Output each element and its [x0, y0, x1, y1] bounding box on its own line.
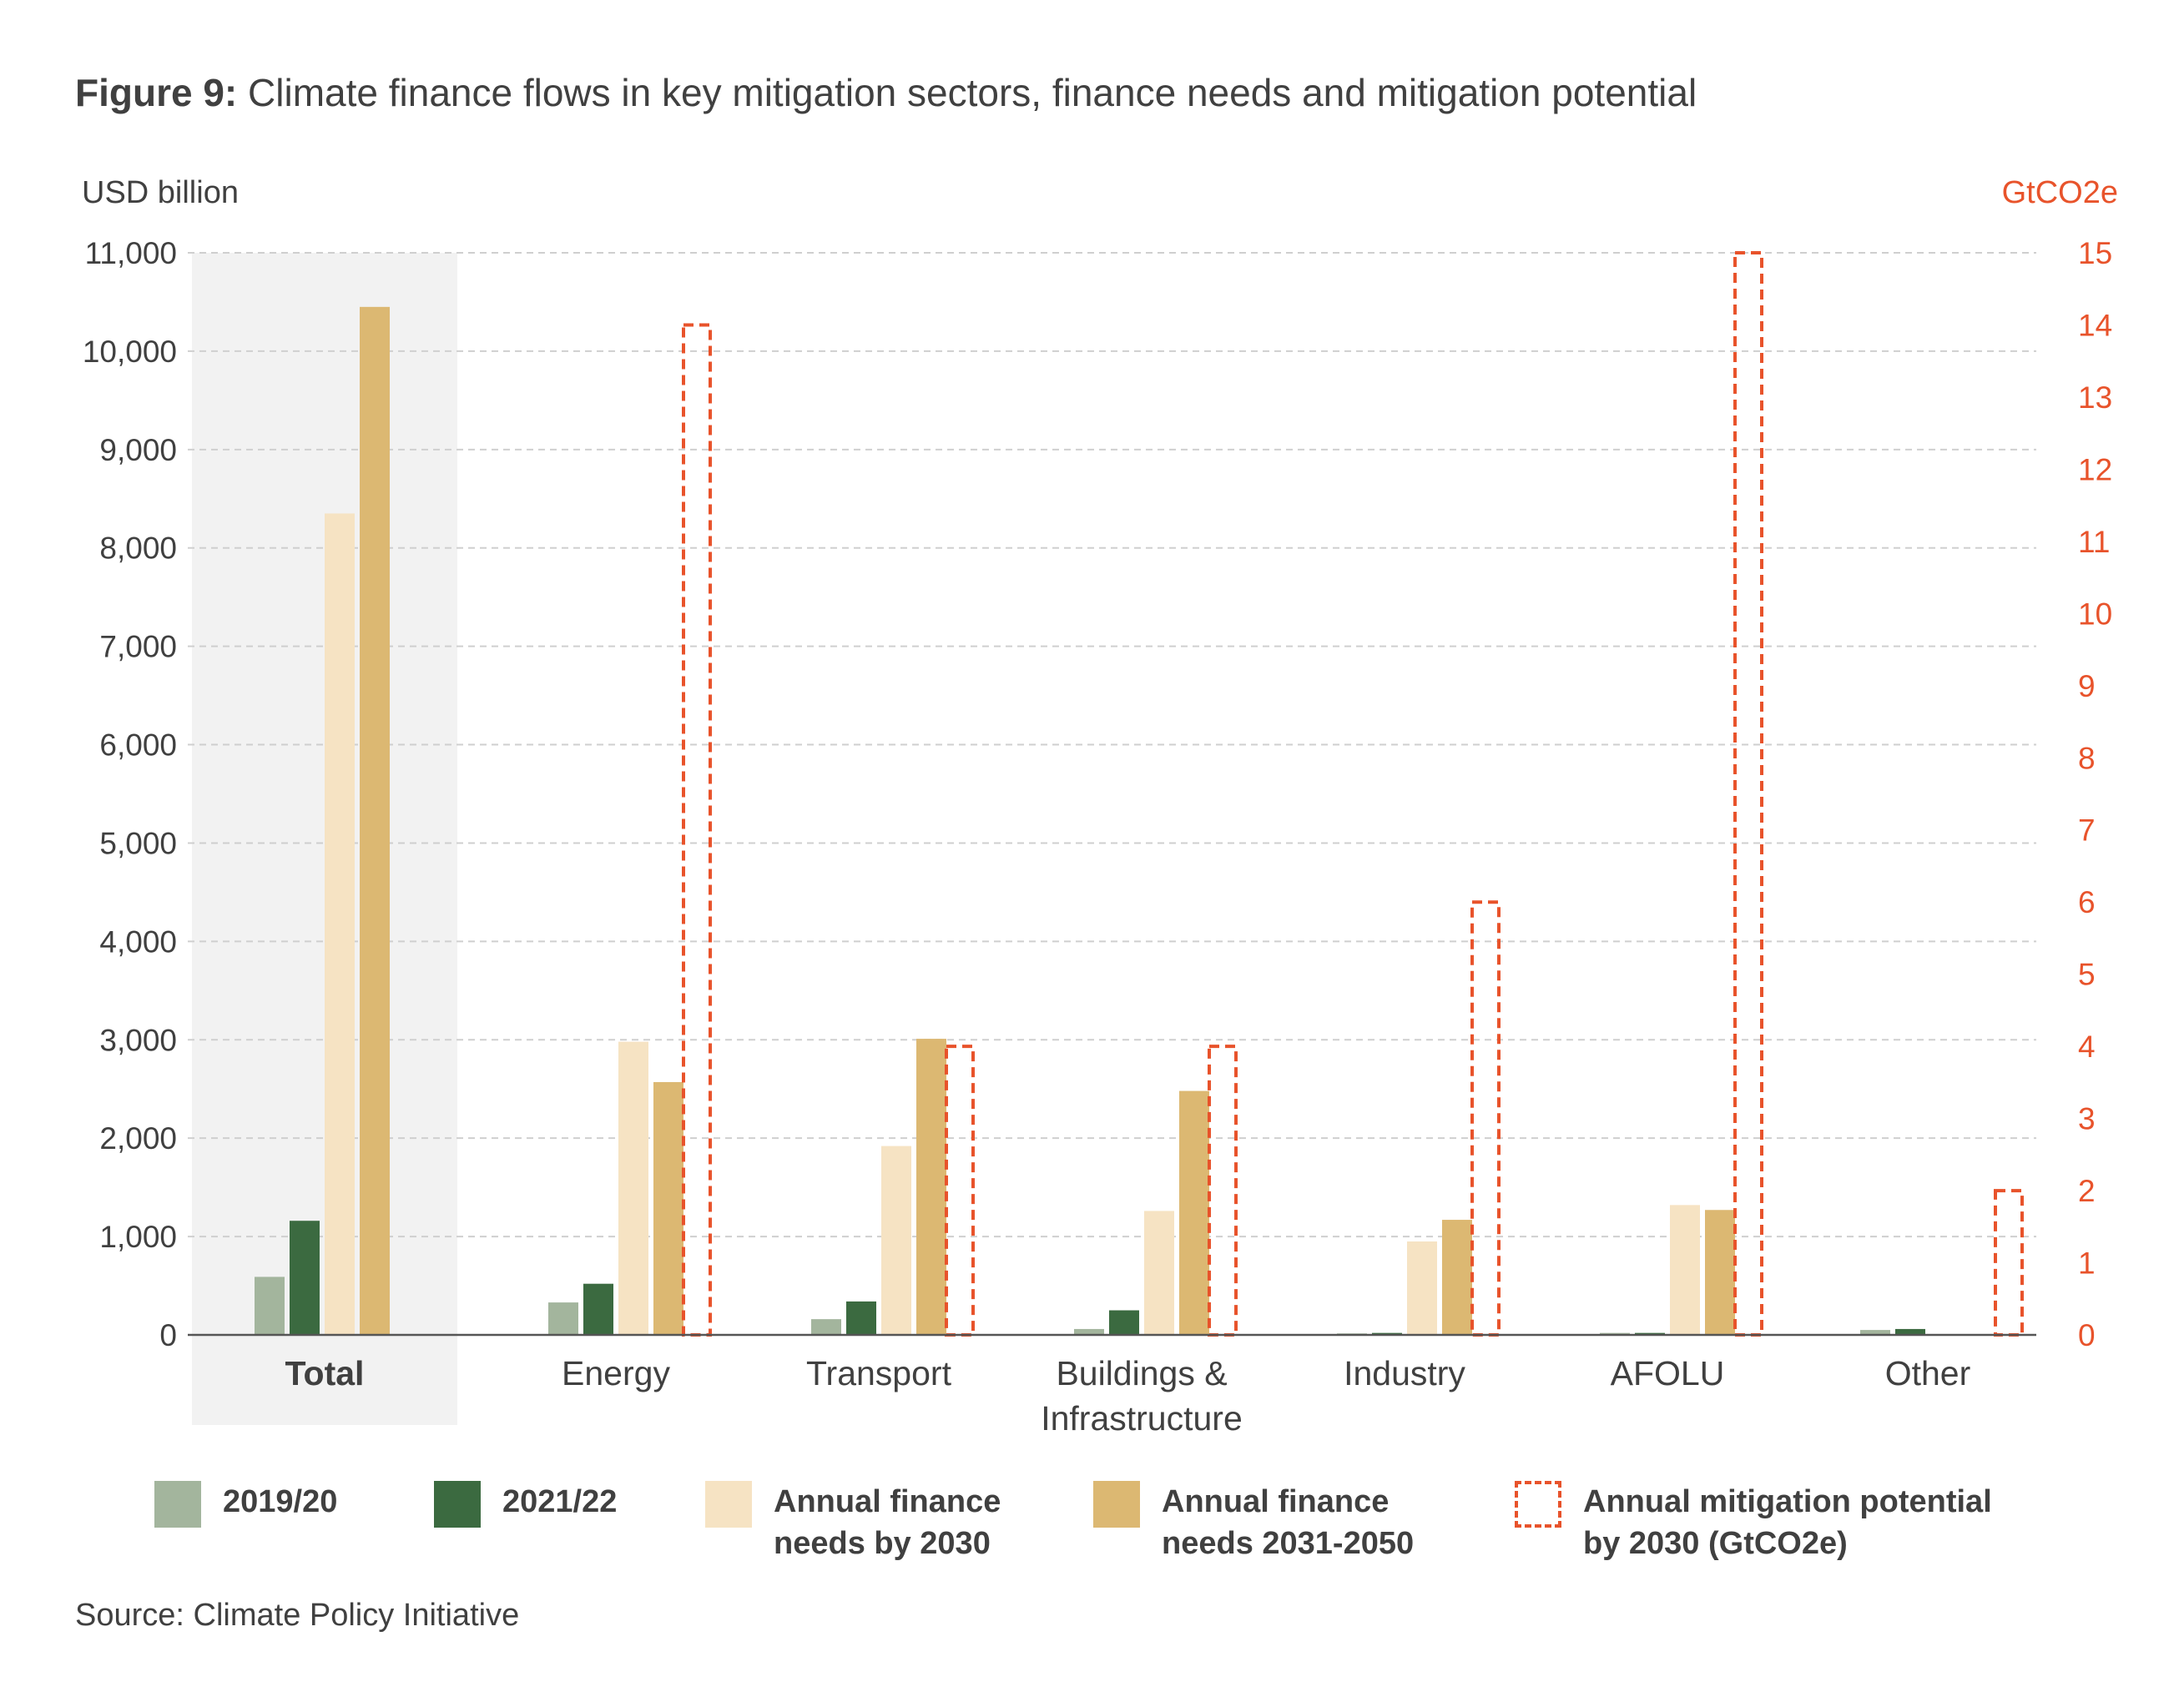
category-label-afolu: AFOLU	[1611, 1354, 1725, 1392]
y-axis-label: USD billion	[82, 175, 239, 210]
legend-label-mitigation-potential: Annual mitigation potential by 2030 (GtC…	[1583, 1484, 1992, 1561]
bar-s2019-transport	[811, 1319, 841, 1335]
y-tick-label: 6,000	[99, 728, 177, 763]
y-tick-label: 10,000	[83, 335, 177, 369]
bar-needs2030-total	[325, 513, 355, 1335]
legend-item-2019-20: 2019/20	[154, 1481, 337, 1528]
bar-s2021-buildings-infrastructure	[1109, 1310, 1139, 1335]
figure-title: Figure 9: Climate finance flows in key m…	[75, 70, 1697, 115]
y-tick-label: 0	[159, 1318, 177, 1352]
y2-tick-label: 11	[2078, 525, 2110, 559]
legend-swatch-2019-20	[154, 1481, 201, 1528]
figure-title-text: Climate finance flows in key mitigation …	[237, 71, 1697, 114]
category-label-total: Total	[285, 1354, 365, 1392]
y-tick-label: 2,000	[99, 1121, 177, 1156]
bar-s2021-total	[290, 1221, 320, 1335]
y2-tick-label: 7	[2078, 813, 2096, 848]
y-tick-label: 7,000	[99, 630, 177, 664]
category-label-industry: Industry	[1344, 1354, 1465, 1392]
bar-mitigation-afolu	[1733, 251, 1763, 1337]
y2-tick-label: 6	[2078, 885, 2096, 919]
category-label-other: Other	[1885, 1354, 1971, 1392]
y-tick-label: 8,000	[99, 531, 177, 566]
bar-needs2030-energy	[618, 1041, 648, 1335]
y2-tick-label: 15	[2078, 236, 2112, 270]
y-tick-label: 5,000	[99, 826, 177, 860]
bar-s2019-other	[1860, 1330, 1890, 1335]
bar-s2019-buildings-infrastructure	[1074, 1328, 1104, 1335]
legend-label-needs-2030: Annual finance needs by 2030	[774, 1484, 1001, 1561]
bar-s2021-transport	[846, 1301, 876, 1335]
y2-tick-label: 12	[2078, 452, 2112, 486]
bar-mitigation-transport	[945, 1045, 975, 1337]
legend-item-2021-22: 2021/22	[434, 1481, 617, 1528]
category-label-transport: Transport	[806, 1354, 952, 1392]
category-label-energy: Energy	[562, 1354, 670, 1392]
y2-tick-label: 5	[2078, 958, 2096, 992]
y-tick-label: 3,000	[99, 1023, 177, 1057]
bar-needs2050-buildings-infrastructure	[1179, 1090, 1209, 1335]
y2-tick-label: 10	[2078, 597, 2112, 631]
bar-s2021-other	[1895, 1328, 1925, 1335]
legend-item-mitigation-potential: Annual mitigation potential by 2030 (GtC…	[1515, 1481, 1992, 1564]
bar-mitigation-energy	[682, 323, 712, 1337]
y2-tick-label: 9	[2078, 669, 2096, 703]
source-note: Source: Climate Policy Initiative	[75, 1598, 520, 1633]
legend-label-2021-22: 2021/22	[502, 1484, 618, 1519]
legend-item-needs-2030: Annual finance needs by 2030	[705, 1481, 1001, 1564]
y2-tick-label: 0	[2078, 1318, 2096, 1352]
bar-needs2050-afolu	[1705, 1210, 1735, 1335]
legend-label-needs-2031-2050: Annual finance needs 2031-2050	[1162, 1484, 1415, 1561]
bar-s2019-energy	[548, 1302, 578, 1335]
legend-swatch-needs-2030	[705, 1481, 752, 1528]
category-label-buildings-infrastructure: Buildings &	[1056, 1354, 1227, 1392]
bar-s2021-energy	[583, 1283, 613, 1335]
category-label-buildings-infrastructure: Infrastructure	[1041, 1399, 1243, 1438]
legend-swatch-needs-2031-2050	[1093, 1481, 1140, 1528]
y2-tick-label: 3	[2078, 1102, 2096, 1136]
bar-needs2030-afolu	[1670, 1205, 1700, 1335]
y2-tick-label: 8	[2078, 741, 2096, 775]
chart: 0 1,000 2,000 3,000 4,000 5,000 6,000 7,000 8,00…	[82, 175, 2118, 1438]
bar-needs2030-industry	[1407, 1241, 1437, 1335]
bar-needs2030-buildings-infrastructure	[1144, 1211, 1174, 1335]
y2-tick-label: 13	[2078, 380, 2112, 415]
legend-label-2019-20: 2019/20	[223, 1484, 338, 1519]
y-tick-label: 1,000	[99, 1220, 177, 1254]
figure-number: Figure 9:	[75, 71, 238, 114]
y2-tick-label: 1	[2078, 1246, 2096, 1281]
legend-item-needs-2031-2050: Annual finance needs 2031-2050	[1093, 1481, 1414, 1564]
bar-s2019-total	[255, 1276, 285, 1335]
y2-tick-label: 2	[2078, 1174, 2096, 1208]
bar-needs2030-transport	[881, 1146, 911, 1335]
bar-needs2050-industry	[1442, 1220, 1472, 1335]
y-tick-label: 9,000	[99, 433, 177, 467]
bar-needs2050-total	[360, 306, 390, 1336]
y-tick-label: 4,000	[99, 924, 177, 959]
bar-needs2050-energy	[653, 1081, 683, 1335]
bar-mitigation-other	[1994, 1189, 2024, 1337]
bar-mitigation-buildings-infrastructure	[1208, 1045, 1238, 1337]
legend-swatch-2021-22	[434, 1481, 481, 1528]
bar-mitigation-industry	[1470, 900, 1501, 1337]
y2-tick-label: 14	[2078, 308, 2112, 342]
y2-tick-label: 4	[2078, 1030, 2096, 1064]
y-tick-label: 11,000	[85, 236, 177, 270]
legend-swatch-mitigation-potential	[1515, 1481, 1561, 1528]
legend: 2019/20 2021/22 Annual finance needs by …	[154, 1481, 2141, 1573]
bar-needs2050-transport	[916, 1039, 946, 1335]
y2-axis-label: GtCO2e	[2002, 175, 2118, 210]
